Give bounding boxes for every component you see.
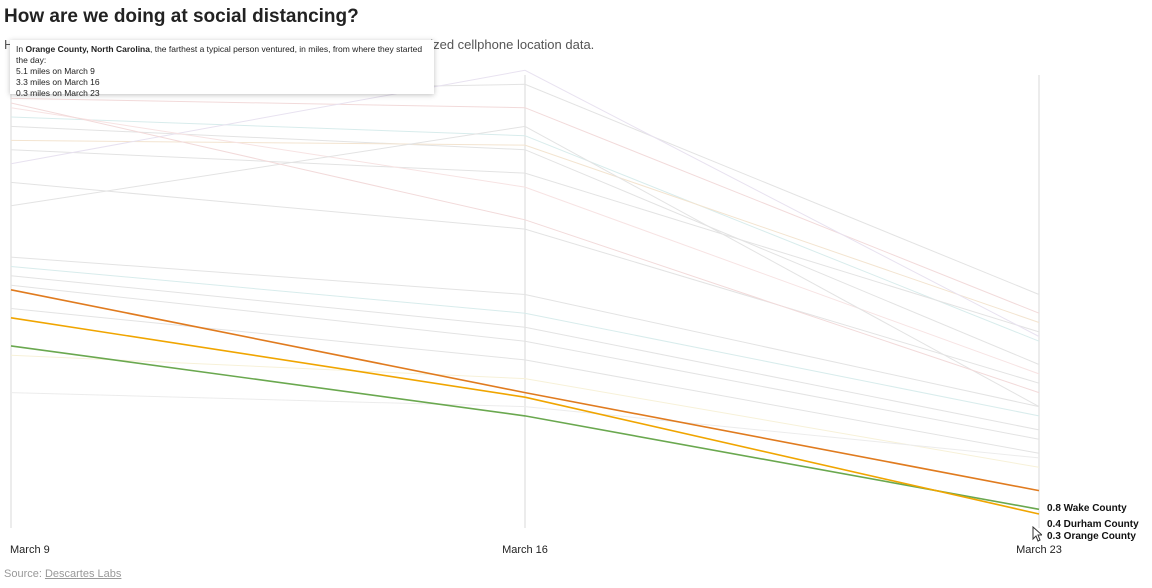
mouse-cursor-icon: [1032, 526, 1042, 542]
tooltip-heading: In Orange County, North Carolina, the fa…: [16, 44, 423, 65]
tooltip-line: 0.3 miles on March 23: [16, 88, 100, 98]
subtitle-end: mized cellphone location data.: [419, 37, 595, 52]
x-tick-label: March 9: [10, 544, 50, 556]
series-end-label: 0.4 Durham County: [1047, 519, 1139, 530]
series-line-background: [10, 392, 1040, 459]
series-line-background: [10, 97, 1040, 314]
series-line-background: [10, 308, 1040, 454]
tooltip-line: 5.1 miles on March 9: [16, 66, 95, 76]
source-link[interactable]: Descartes Labs: [44, 568, 122, 580]
page-title: How are we doing at social distancing?: [4, 6, 359, 27]
series-end-label: 0.8 Wake County: [1047, 503, 1127, 514]
tooltip: In Orange County, North Carolina, the fa…: [10, 40, 434, 98]
series-line-background: [10, 354, 1040, 468]
tooltip-line: 3.3 miles on March 16: [16, 77, 100, 87]
series-line-background: [10, 266, 1040, 417]
series-end-label: 0.3 Orange County: [1047, 531, 1136, 542]
series-line-background: [10, 107, 1040, 375]
series-line-background: [10, 125, 1040, 408]
series-line-background: [10, 181, 1040, 384]
subtitle-start: H: [4, 37, 14, 52]
series-line-background: [10, 116, 1040, 342]
series-line-background: [10, 284, 1040, 440]
x-tick-label: March 23: [1016, 544, 1062, 556]
x-tick-label: March 16: [502, 544, 548, 556]
series-line-background: [10, 256, 1040, 408]
series-line-highlight[interactable]: [10, 317, 1040, 515]
series-line-background: [10, 149, 1040, 333]
series-line-highlight[interactable]: [10, 345, 1040, 511]
series-line-highlight[interactable]: [10, 289, 1040, 492]
source-note: Source: Descartes Labs: [4, 568, 122, 580]
series-line-background: [10, 275, 1040, 431]
series-line-background: [10, 69, 1040, 337]
series-line-background: [10, 102, 1040, 394]
tooltip-place: Orange County, North Carolina: [25, 44, 150, 54]
